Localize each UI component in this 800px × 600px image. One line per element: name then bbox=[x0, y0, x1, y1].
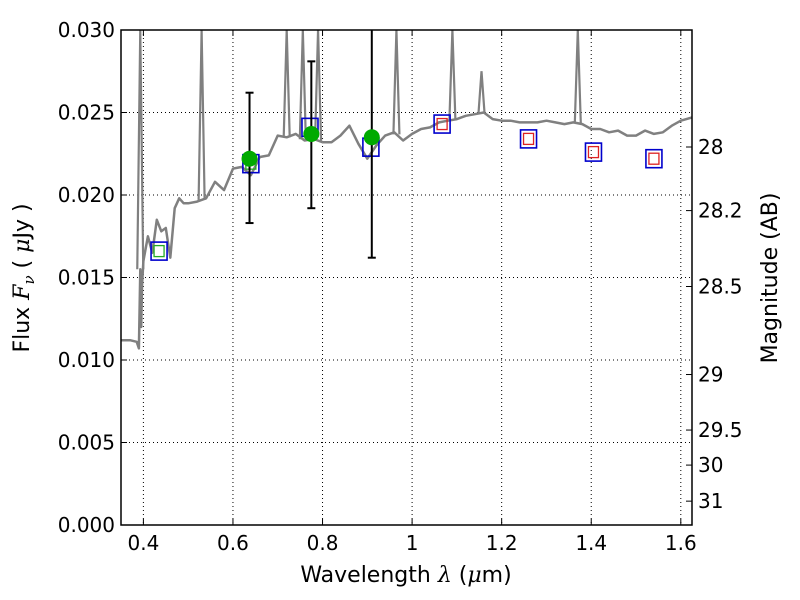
emission-spike bbox=[477, 71, 486, 113]
x-tick-label: 1.6 bbox=[665, 531, 697, 555]
model-point-box bbox=[433, 114, 451, 134]
model-point-box bbox=[645, 148, 663, 169]
plot-area bbox=[121, 30, 692, 350]
model-point-inner bbox=[648, 152, 660, 165]
emission-spike bbox=[197, 30, 206, 200]
model-point-box bbox=[150, 241, 168, 261]
y-tick-label: 0.015 bbox=[58, 266, 115, 290]
model-point-box bbox=[519, 129, 538, 149]
observed-point bbox=[241, 150, 258, 167]
y-tick-label: 0.020 bbox=[58, 183, 115, 207]
y2-tick-label: 28.2 bbox=[698, 199, 743, 223]
y2-tick-label: 30 bbox=[698, 453, 723, 477]
y2-tick-label: 29.5 bbox=[698, 418, 743, 442]
emission-spike bbox=[313, 30, 323, 141]
tick-labels: 0.4 0.6 0.8 1 1.2 1.4 1.6 0.000 0.005 0.010 0.015 0… bbox=[58, 18, 743, 555]
x-tick-label: 1.4 bbox=[575, 531, 607, 555]
y2-tick-label: 29 bbox=[698, 363, 723, 387]
emission-spike bbox=[448, 30, 457, 120]
y-tick-label: 0.030 bbox=[58, 18, 115, 42]
model-point-inner bbox=[522, 132, 535, 146]
observed-layer bbox=[241, 30, 380, 259]
x-tick-label: 0.6 bbox=[217, 531, 249, 555]
emission-spike bbox=[392, 30, 401, 135]
emission-spike bbox=[136, 30, 145, 270]
x-axis-title: Wavelength λ (μm) bbox=[300, 563, 511, 588]
model-point-inner bbox=[587, 145, 600, 159]
observed-point bbox=[303, 125, 320, 142]
model-point-inner bbox=[153, 244, 165, 258]
y2-axis-title: Magnitude (AB) bbox=[758, 193, 783, 364]
tick-marks bbox=[121, 29, 692, 526]
y-tick-label: 0.000 bbox=[58, 513, 115, 537]
y-tick-label: 0.025 bbox=[58, 101, 115, 125]
grid bbox=[121, 29, 692, 526]
model-point-box bbox=[584, 142, 603, 162]
y2-tick-label: 31 bbox=[698, 489, 723, 513]
y-axis-title: Flux Fν ( μJy ) bbox=[10, 203, 38, 352]
y2-tick-label: 28.5 bbox=[698, 275, 743, 299]
y-tick-label: 0.010 bbox=[58, 348, 115, 372]
x-tick-label: 1.2 bbox=[486, 531, 518, 555]
x-tick-label: 0.4 bbox=[127, 531, 159, 555]
y2-tick-label: 28 bbox=[698, 135, 723, 159]
emission-spike bbox=[573, 30, 582, 124]
spectrum-layer bbox=[121, 30, 692, 350]
x-tick-label: 1 bbox=[406, 531, 419, 555]
observed-point bbox=[363, 129, 380, 146]
emission-spike bbox=[282, 30, 291, 138]
y-tick-label: 0.005 bbox=[58, 431, 115, 455]
model-point-inner bbox=[436, 117, 448, 131]
x-tick-label: 0.8 bbox=[307, 531, 339, 555]
emission-spike bbox=[298, 30, 307, 140]
